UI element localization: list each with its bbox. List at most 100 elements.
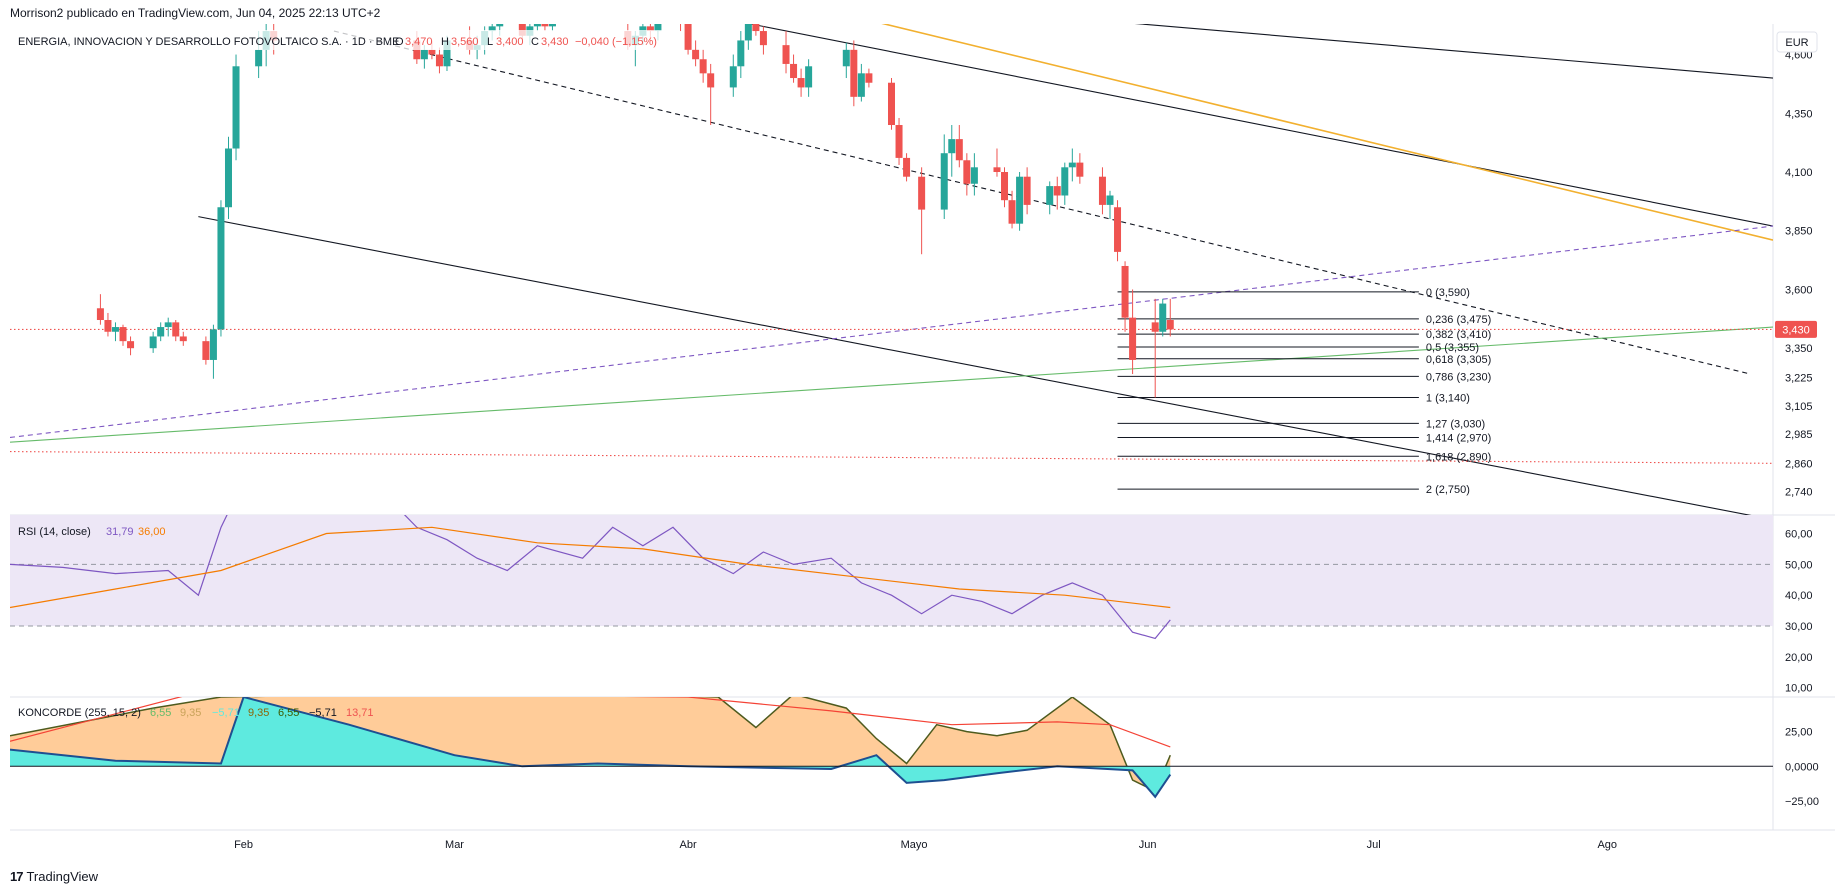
candle-body: [677, 17, 684, 22]
x-tick-label: Jul: [1367, 839, 1381, 851]
candle: [149, 331, 157, 353]
candle: [104, 312, 112, 337]
candle: [752, 24, 760, 36]
candle: [707, 63, 715, 126]
koncorde-orange-outline: [10, 697, 1171, 793]
candle-body: [1129, 317, 1137, 360]
candle-body: [895, 125, 903, 158]
candle-body: [699, 59, 707, 74]
candle: [842, 42, 850, 79]
ohlc-c-value: 3,430: [541, 36, 569, 48]
candle: [970, 153, 978, 196]
candle: [1068, 148, 1076, 182]
candle-body: [646, 26, 654, 32]
candle: [782, 31, 790, 74]
rsi-band-fill: [10, 515, 1773, 627]
tradingview-brand: TradingView: [26, 869, 99, 884]
rsi-ma-line: [10, 526, 1171, 609]
candle-body: [496, 24, 504, 27]
candle-body: [1166, 320, 1174, 330]
candle: [918, 167, 926, 255]
candle-body: [1023, 176, 1031, 205]
y-tick-label: 2,740: [1785, 487, 1813, 499]
candle-body: [948, 139, 956, 154]
koncorde-blue-line: [10, 697, 1172, 799]
tradingview-logo[interactable]: 17 TradingView: [10, 869, 98, 884]
candle-body: [963, 160, 971, 184]
candle-body: [865, 73, 873, 83]
fib-level-label: 0,236 (3,475): [1426, 314, 1491, 326]
fib-level-label: 2 (2,750): [1426, 484, 1470, 496]
candle-body: [1151, 322, 1159, 332]
candle: [737, 31, 745, 79]
rsi-line: [10, 515, 1171, 640]
symbol-title[interactable]: ENERGIA, INNOVACION Y DESARROLLO FOTOVOL…: [18, 36, 399, 48]
koncorde-pane: [10, 697, 1773, 799]
koncorde-val-5: 6,55: [278, 707, 299, 719]
x-tick-label: Feb: [234, 839, 253, 851]
candle: [548, 24, 556, 32]
candle: [1008, 190, 1016, 229]
koncorde-val-6: −5,71: [309, 707, 337, 719]
trendline: [10, 326, 1773, 443]
fib-level-label: 1,27 (3,030): [1426, 418, 1485, 430]
candle: [435, 47, 443, 74]
candle: [541, 24, 549, 32]
trendline: [10, 225, 1773, 439]
candle: [963, 153, 971, 196]
axes: 4,600 4,350 4,100 3,850 3,600 3,350 3,225 3,105…: [234, 50, 1819, 851]
currency-label: EUR: [1785, 37, 1808, 49]
candle: [955, 125, 963, 168]
y-tick-label: 3,105: [1785, 401, 1813, 413]
candle-body: [1046, 186, 1054, 205]
candle: [903, 153, 911, 182]
candle-body: [1061, 167, 1069, 196]
ohlc-o-label: O: [395, 36, 404, 48]
trendline: [881, 24, 1773, 241]
candle-body: [1008, 200, 1016, 224]
rsi-band: [10, 515, 1773, 627]
candle-body: [857, 73, 865, 97]
rsi-title[interactable]: RSI (14, close): [18, 526, 91, 538]
candle-body: [443, 40, 451, 67]
candle-body: [488, 26, 496, 32]
candle: [127, 336, 135, 356]
candle: [692, 40, 700, 67]
candle-body: [805, 66, 813, 88]
candle: [1166, 298, 1174, 337]
koncorde-cyan-area: [10, 697, 1171, 797]
fib-level-label: 0,5 (3,355): [1426, 342, 1479, 354]
candle-body: [1016, 176, 1024, 224]
trendline: [1134, 24, 1773, 79]
candle: [1053, 176, 1061, 210]
fibonacci-extension: 0 (3,590) 0,236 (3,475) 0,382 (3,410)0,5 (…: [1117, 287, 1491, 496]
candle: [797, 68, 805, 97]
fib-level-label: 0,382 (3,410): [1426, 329, 1491, 341]
fib-level-label: 1,414 (2,970): [1426, 432, 1491, 444]
candle: [850, 40, 858, 107]
candle-body: [1106, 195, 1114, 205]
candle: [232, 54, 240, 161]
candle-body: [255, 49, 263, 67]
candle: [179, 331, 187, 346]
koncorde-title[interactable]: KONCORDE (255, 15, 2): [18, 707, 141, 719]
candle-body: [782, 45, 790, 64]
rsi-pane: [10, 515, 1171, 640]
y-tick-label: 4,100: [1785, 167, 1813, 179]
currency-button[interactable]: [1776, 31, 1818, 53]
ohlc-c-label: C: [531, 36, 539, 48]
plot-frame: [10, 24, 1773, 830]
fib-level-label: 0,618 (3,305): [1426, 354, 1491, 366]
candle-body: [903, 157, 911, 177]
candle: [1114, 200, 1122, 262]
candle-body: [533, 24, 541, 27]
candle-body: [692, 49, 700, 60]
y-tick-label: 4,350: [1785, 108, 1813, 120]
candle: [1061, 162, 1069, 205]
x-tick-label: Mar: [445, 839, 464, 851]
x-tick-label: Ago: [1597, 839, 1617, 851]
ohlc-change: −0,040 (−1,15%): [575, 36, 657, 48]
legend-backdrop: [10, 30, 670, 50]
candle: [684, 24, 692, 55]
